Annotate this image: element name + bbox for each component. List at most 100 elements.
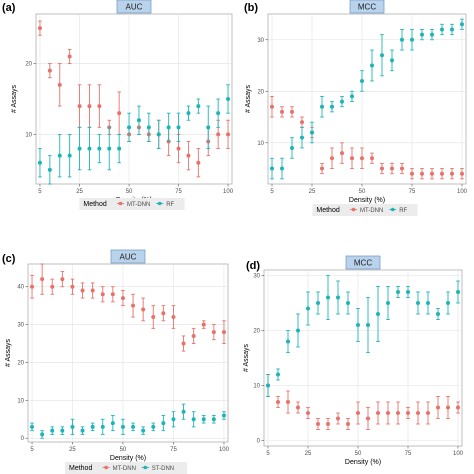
data-point [211,330,216,335]
title-strip [116,0,152,14]
data-point [131,303,136,308]
x-tick-label: 25 [309,189,316,195]
x-tick-label: 50 [359,189,366,195]
data-point [57,82,62,87]
chart-title: AUC [126,3,143,12]
data-point [356,323,360,327]
data-point [87,104,92,109]
data-point [110,292,115,297]
legend-background [312,204,418,216]
data-point [97,104,102,109]
y-tick-label: 10 [257,141,264,147]
data-point [340,151,344,156]
data-point [336,295,340,300]
data-point [310,130,314,135]
data-point [40,432,45,437]
title-strip [349,0,385,14]
chart-panel-3: AUC (c) 5 25 50 75 100 0 10 20 30 40 Density (%) # As… [2,249,230,474]
x-tick-label: 100 [219,447,230,453]
legend-swatch [104,465,108,470]
data-point [420,32,424,37]
x-tick-label: 100 [453,451,464,457]
data-point [176,146,181,151]
panel-letter: (c) [2,253,16,265]
legend-swatch [157,201,162,206]
data-point [151,315,156,320]
x-tick-label: 25 [76,189,83,195]
data-point [436,405,440,410]
data-point [406,290,410,294]
data-point [286,400,290,404]
data-point [176,125,181,130]
chart-title: AUC [120,253,137,262]
series-2 [266,275,460,397]
data-point [117,111,122,116]
legend-entry: MT-DNN [113,466,136,472]
data-point [30,284,35,289]
data-point [356,411,360,415]
data-point [90,288,95,293]
data-point [186,153,191,158]
data-point [400,166,404,171]
data-point [346,301,350,305]
series-1 [30,263,226,352]
data-point [326,422,330,426]
data-point [450,171,454,176]
data-point [456,405,460,410]
data-point [80,288,85,293]
data-point [221,413,226,418]
data-point [380,166,384,171]
data-point [166,125,171,130]
data-point [37,160,42,165]
data-point [80,428,85,433]
legend-swatch [390,207,395,212]
x-tick-label: 5 [38,189,42,195]
data-point [336,416,340,421]
legend-title: Method [83,201,106,208]
y-tick-label: 10 [25,132,32,138]
data-point [416,301,420,305]
data-point [320,166,324,171]
data-point [136,118,141,123]
y-tick-label: 20 [25,62,32,68]
data-point [266,383,270,388]
data-point [161,311,166,316]
data-point [216,111,221,116]
data-point [270,166,274,171]
title-strip [110,249,146,264]
data-point [410,171,414,176]
data-point [330,104,334,109]
data-point [216,132,221,137]
data-point [67,54,72,59]
data-point [360,156,364,161]
data-point [440,27,444,32]
data-point [370,156,374,161]
x-tick-label: 50 [355,451,362,457]
plot-area [263,269,463,447]
y-tick-label: 20 [257,89,264,95]
data-point [57,153,62,158]
data-point [366,416,370,421]
data-point [60,277,65,282]
data-point [286,339,290,344]
legend-swatch [143,465,148,470]
y-tick-label: 20 [17,360,24,366]
legend-background [65,462,187,474]
legend-entry: RF [399,208,407,214]
data-point [201,322,206,327]
data-point [141,428,146,433]
legend: Method MT-DNN RF [312,204,418,216]
data-point [131,424,136,429]
data-point [440,171,444,176]
plot-area [267,13,467,185]
series-2 [37,84,231,185]
data-point [360,78,364,83]
data-point [366,323,370,327]
data-point [146,125,151,130]
x-tick-label: 25 [305,451,312,457]
data-point [386,301,390,305]
data-point [47,167,52,172]
data-point [161,421,166,426]
data-point [390,166,394,171]
data-point [450,27,454,32]
